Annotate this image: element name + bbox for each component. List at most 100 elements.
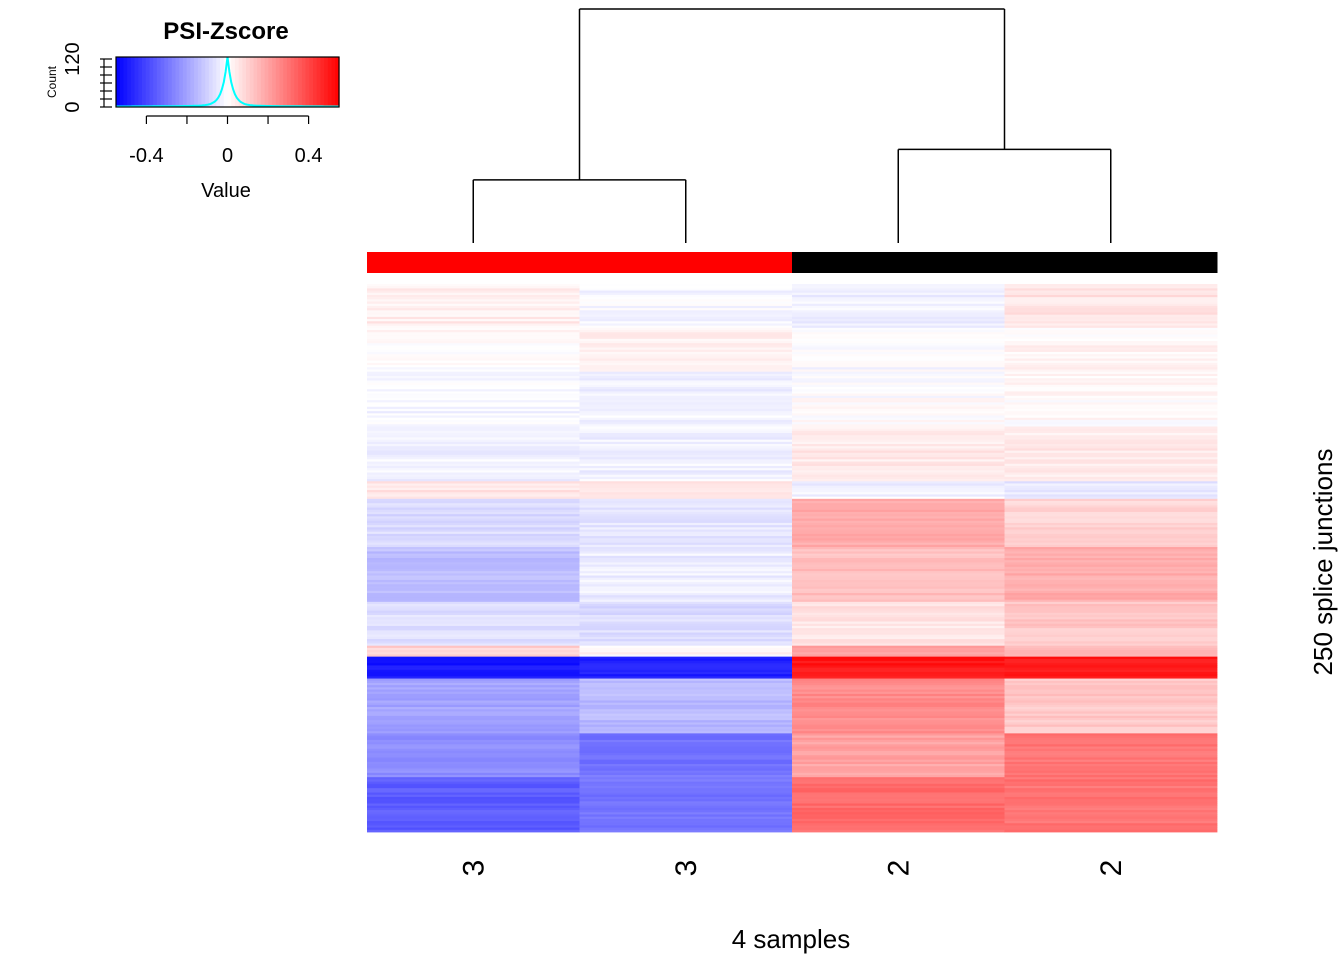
heatmap-cell	[792, 290, 1005, 294]
heatmap-cell	[1004, 369, 1218, 373]
heatmap-cell	[792, 728, 1005, 732]
heatmap-cell	[1004, 408, 1218, 412]
heatmap-cell	[1004, 617, 1218, 620]
heatmap-cell	[579, 704, 793, 708]
heatmap-cell	[792, 457, 1005, 460]
heatmap-cell	[579, 332, 793, 335]
heatmap-cell	[579, 387, 793, 390]
heatmap-cell	[792, 707, 1005, 710]
heatmap-cell	[579, 408, 793, 412]
color-key-y-axis: 0 120	[62, 42, 112, 113]
heatmap-cell	[792, 511, 1005, 515]
heatmap-cell	[579, 424, 793, 427]
heatmap-cell	[367, 599, 580, 603]
heatmap-cell	[792, 593, 1005, 596]
heatmap-cell	[1004, 518, 1218, 522]
heatmap-cell	[367, 387, 580, 390]
heatmap-cell	[792, 468, 1005, 471]
color-key-ylabel: Count	[45, 65, 59, 98]
heatmap-cell	[1004, 707, 1218, 710]
heatmap-cell	[792, 814, 1005, 818]
heatmap-cell	[792, 463, 1005, 467]
heatmap-cell	[579, 376, 793, 379]
heatmap-cell	[792, 476, 1005, 480]
heatmap-cell	[792, 411, 1005, 414]
heatmap-cell	[1004, 406, 1218, 410]
heatmap-cell	[792, 788, 1005, 791]
heatmap-cell	[579, 739, 793, 743]
heatmap-cell	[367, 801, 580, 804]
heatmap-cell	[367, 522, 580, 526]
heatmap-cell	[579, 636, 793, 640]
heatmap-cell	[579, 441, 793, 445]
heatmap-cell	[579, 757, 793, 761]
heatmap-cell	[579, 527, 793, 530]
heatmap-cell	[792, 319, 1005, 322]
heatmap-cell	[579, 461, 793, 465]
heatmap-cell	[792, 321, 1005, 324]
heatmap-cell	[1004, 540, 1218, 544]
heatmap-cell	[792, 647, 1005, 651]
heatmap-cell	[792, 676, 1005, 679]
heatmap-cell	[1004, 454, 1218, 458]
color-key-swatch	[223, 57, 229, 107]
heatmap-cell	[1004, 748, 1218, 752]
heatmap-cell	[367, 380, 580, 384]
heatmap-cell	[792, 400, 1005, 403]
column-dendrogram	[472, 8, 1112, 243]
heatmap-cell	[367, 391, 580, 394]
heatmap-cell	[792, 391, 1005, 394]
heatmap-cell	[792, 810, 1005, 813]
heatmap-cell	[367, 479, 580, 482]
heatmap-cell	[367, 818, 580, 822]
column-label: 3	[457, 860, 490, 877]
heatmap-cell	[1004, 715, 1218, 719]
heatmap-cell	[1004, 588, 1218, 592]
heatmap-cell	[579, 397, 793, 401]
heatmap-cell	[792, 498, 1005, 502]
heatmap-cell	[792, 746, 1005, 750]
heatmap-cell	[367, 340, 580, 344]
heatmap-cell	[367, 687, 580, 690]
heatmap-cell	[1004, 323, 1218, 327]
heatmap-cell	[579, 577, 793, 581]
heatmap-cell	[367, 577, 580, 581]
heatmap-cell	[1004, 753, 1218, 756]
heatmap-cell	[367, 549, 580, 552]
heatmap-cell	[1004, 501, 1218, 504]
heatmap-cell	[367, 674, 580, 677]
heatmap-cell	[367, 601, 580, 605]
color-key-swatch	[142, 57, 147, 107]
heatmap-cell	[792, 452, 1005, 456]
heatmap-cell	[1004, 380, 1218, 384]
heatmap-cell	[1004, 433, 1218, 436]
heatmap-cell	[367, 415, 580, 419]
heatmap-cell	[579, 286, 793, 289]
heatmap-cell	[579, 597, 793, 601]
heatmap-cell	[367, 463, 580, 467]
heatmap-cell	[1004, 700, 1218, 704]
heatmap-cell	[1004, 757, 1218, 761]
heatmap-cell	[792, 761, 1005, 765]
heatmap-cell	[579, 558, 793, 561]
color-key-swatch	[272, 57, 277, 107]
heatmap-cell	[367, 533, 580, 537]
heatmap-cell	[792, 720, 1005, 723]
heatmap-cell	[367, 468, 580, 471]
heatmap-cell	[367, 590, 580, 594]
heatmap-cell	[367, 538, 580, 541]
heatmap-cell	[1004, 810, 1218, 813]
heatmap-cell	[792, 568, 1005, 572]
color-key-swatch	[145, 57, 151, 107]
heatmap-cell	[367, 724, 580, 728]
heatmap-cell	[792, 794, 1005, 798]
heatmap-cell	[792, 439, 1005, 443]
heatmap-cell	[367, 290, 580, 294]
heatmap-cell	[367, 825, 580, 829]
heatmap-cell	[367, 562, 580, 565]
heatmap-cell	[792, 441, 1005, 445]
heatmap-cell	[792, 628, 1005, 631]
heatmap-cell	[367, 323, 580, 327]
heatmap-cell	[579, 536, 793, 539]
